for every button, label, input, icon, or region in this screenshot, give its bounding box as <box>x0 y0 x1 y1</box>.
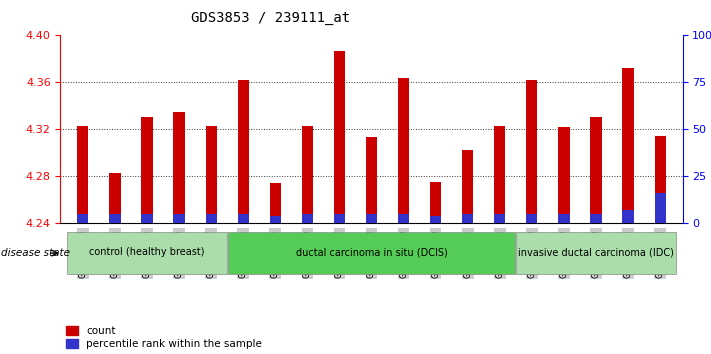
Bar <box>301 213 313 223</box>
FancyBboxPatch shape <box>68 233 227 274</box>
Bar <box>334 213 345 223</box>
Bar <box>590 118 602 223</box>
Bar <box>398 213 409 223</box>
Bar <box>237 80 249 223</box>
Bar <box>173 213 185 223</box>
Bar <box>558 213 570 223</box>
Bar <box>205 213 217 223</box>
Bar <box>526 80 538 223</box>
Text: disease state: disease state <box>1 248 70 258</box>
Bar <box>494 213 506 223</box>
Bar <box>237 213 249 223</box>
Bar <box>205 126 217 223</box>
Legend: count, percentile rank within the sample: count, percentile rank within the sample <box>65 326 262 349</box>
Bar <box>558 127 570 223</box>
Bar <box>430 216 442 223</box>
Text: GDS3853 / 239111_at: GDS3853 / 239111_at <box>191 11 350 25</box>
Bar <box>366 213 377 223</box>
Bar <box>398 78 409 223</box>
Bar <box>494 126 506 223</box>
Bar <box>269 216 281 223</box>
FancyBboxPatch shape <box>228 233 515 274</box>
Bar <box>366 137 377 223</box>
Bar <box>622 68 634 223</box>
Bar <box>462 213 474 223</box>
Bar <box>462 150 474 223</box>
Bar <box>109 213 121 223</box>
Bar <box>269 183 281 223</box>
Bar <box>655 136 665 223</box>
Bar <box>526 213 538 223</box>
Bar <box>334 51 345 223</box>
Bar <box>109 173 121 223</box>
FancyBboxPatch shape <box>516 233 675 274</box>
Text: control (healthy breast): control (healthy breast) <box>90 247 205 257</box>
Bar <box>590 213 602 223</box>
Bar <box>141 118 153 223</box>
Bar <box>77 126 88 223</box>
Bar <box>655 193 665 223</box>
Bar <box>77 213 88 223</box>
Bar <box>430 182 442 223</box>
Bar <box>301 126 313 223</box>
Text: invasive ductal carcinoma (IDC): invasive ductal carcinoma (IDC) <box>518 247 674 257</box>
Bar <box>622 210 634 223</box>
Text: ductal carcinoma in situ (DCIS): ductal carcinoma in situ (DCIS) <box>296 247 447 257</box>
Bar <box>141 213 153 223</box>
Bar <box>173 112 185 223</box>
